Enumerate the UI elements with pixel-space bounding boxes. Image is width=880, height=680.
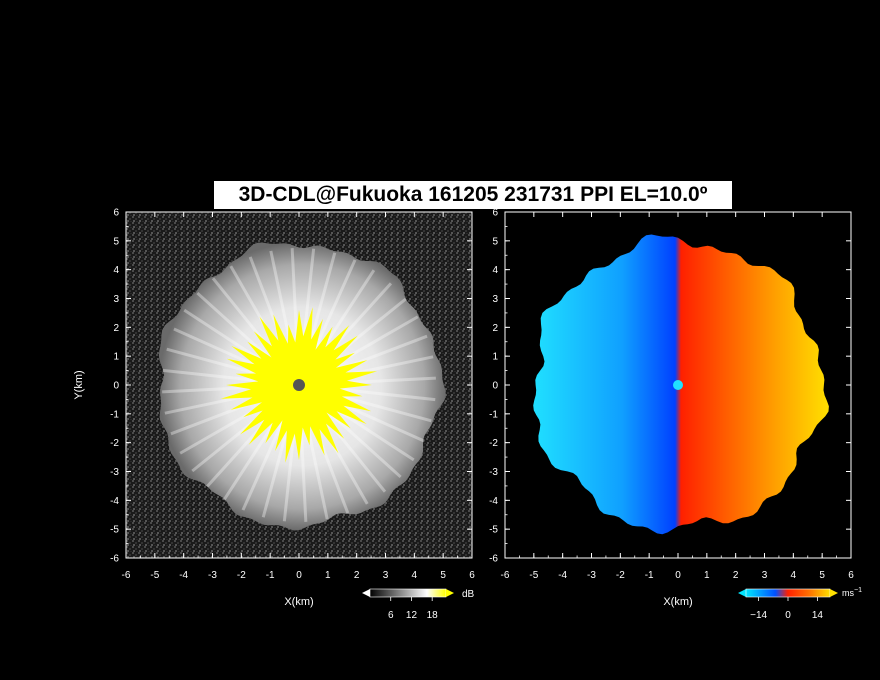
- y-tick-label: 1: [492, 352, 498, 363]
- y-tick-label: 4: [113, 265, 119, 276]
- y-tick-label: -5: [110, 525, 119, 536]
- x-tick-label: -3: [587, 570, 596, 581]
- x-tick-label: -3: [208, 570, 217, 581]
- y-tick-label: 2: [492, 323, 498, 334]
- x-tick-label: 1: [325, 570, 331, 581]
- x-tick-label: -1: [266, 570, 275, 581]
- x-tick-label: 0: [675, 570, 681, 581]
- x-tick-label: 6: [848, 570, 854, 581]
- x-tick-label: 4: [791, 570, 797, 581]
- y-tick-label: -6: [110, 554, 119, 565]
- reflectivity-colorbar: 6 12 18 dB: [362, 588, 475, 621]
- y-tick-label: 0: [492, 381, 498, 392]
- x-tick-label: -2: [616, 570, 625, 581]
- y-tick-label: 3: [113, 294, 119, 305]
- colorbar-tick-label: 6: [388, 610, 394, 621]
- y-tick-label: 3: [492, 294, 498, 305]
- chart-title: 3D-CDL@Fukuoka 161205 231731 PPI EL=10.0…: [214, 181, 732, 209]
- x-tick-label: -5: [529, 570, 538, 581]
- colorbar-tick-label: 18: [427, 610, 439, 621]
- colorbar-tick-label: 12: [406, 610, 418, 621]
- y-tick-label: -1: [110, 409, 119, 420]
- x-tick-label: -4: [558, 570, 567, 581]
- x-tick-label: 0: [296, 570, 302, 581]
- velocity-plot: [505, 212, 851, 558]
- velocity-colorbar-unit: ms−1: [842, 587, 862, 598]
- x-tick-label: -2: [237, 570, 246, 581]
- y-axis-label: Y(km): [73, 370, 85, 399]
- x-tick-label: 3: [383, 570, 389, 581]
- x-tick-label: -4: [179, 570, 188, 581]
- reflectivity-plot: [126, 212, 472, 558]
- x-axis-label-left: X(km): [284, 596, 313, 608]
- y-tick-label: -3: [110, 467, 119, 478]
- radar-site-marker: [293, 379, 305, 391]
- y-tick-label: 1: [113, 352, 119, 363]
- radar-site-marker-velocity: [673, 380, 683, 390]
- y-tick-label: 0: [113, 381, 119, 392]
- x-tick-label: 2: [733, 570, 739, 581]
- x-tick-label: -6: [501, 570, 510, 581]
- x-tick-label: -6: [122, 570, 131, 581]
- x-tick-label: -1: [645, 570, 654, 581]
- y-tick-label: -1: [489, 409, 498, 420]
- x-tick-label: 1: [704, 570, 710, 581]
- y-tick-label: -4: [110, 496, 119, 507]
- y-tick-label: 4: [492, 265, 498, 276]
- x-tick-label: 2: [354, 570, 360, 581]
- y-tick-label: -4: [489, 496, 498, 507]
- y-tick-label: -2: [489, 438, 498, 449]
- x-tick-label: 3: [762, 570, 768, 581]
- reflectivity-colorbar-unit: dB: [462, 589, 475, 600]
- x-tick-label: 5: [819, 570, 825, 581]
- x-tick-label: 5: [440, 570, 446, 581]
- right-axes: -6 -5 -4 -3 -2 -1 0 1 2 3 4 5 6 -6 -5 -4 -3 -2 -1 0 1 2 3 4 5 6: [489, 208, 854, 582]
- y-tick-label: -3: [489, 467, 498, 478]
- colorbar-tick-label: 14: [812, 610, 824, 621]
- y-tick-label: 5: [492, 236, 498, 247]
- colorbar-tick-label: −14: [750, 610, 767, 621]
- y-tick-label: -5: [489, 525, 498, 536]
- colorbar-tick-label: 0: [785, 610, 791, 621]
- velocity-colorbar: −14 0 14 ms−1: [738, 587, 862, 621]
- y-tick-label: 6: [113, 208, 119, 219]
- left-axes: -6 -5 -4 -3 -2 -1 0 1 2 3 4 5 6 -6 -5 -4 -3 -2 -1 0 1 2 3 4 5 6: [110, 208, 475, 582]
- x-tick-label: 6: [469, 570, 475, 581]
- y-tick-label: 5: [113, 236, 119, 247]
- y-tick-label: 2: [113, 323, 119, 334]
- x-tick-label: 4: [412, 570, 418, 581]
- y-tick-label: 6: [492, 208, 498, 219]
- x-axis-label-right: X(km): [663, 596, 692, 608]
- y-tick-label: -2: [110, 438, 119, 449]
- y-tick-label: -6: [489, 554, 498, 565]
- x-tick-label: -5: [150, 570, 159, 581]
